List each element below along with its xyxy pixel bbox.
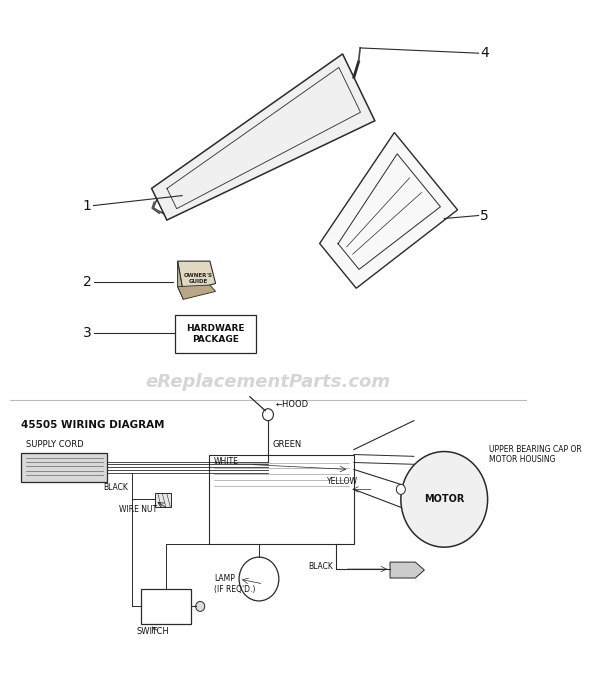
Text: 1: 1 — [83, 198, 92, 213]
Text: 2: 2 — [83, 276, 92, 289]
Text: WIRE NUT: WIRE NUT — [119, 505, 157, 514]
Bar — [155, 493, 171, 507]
Text: WHITE: WHITE — [214, 458, 238, 466]
Circle shape — [401, 451, 487, 547]
Text: ←HOOD: ←HOOD — [275, 400, 309, 409]
Bar — [175, 315, 256, 353]
Circle shape — [263, 409, 273, 421]
Text: YELLOW: YELLOW — [327, 477, 358, 486]
Circle shape — [239, 557, 279, 601]
Polygon shape — [320, 132, 458, 288]
Text: LAMP
(IF REQ'D.): LAMP (IF REQ'D.) — [214, 574, 255, 594]
Circle shape — [396, 484, 405, 494]
Text: SWITCH: SWITCH — [137, 627, 170, 636]
Polygon shape — [178, 261, 215, 293]
Text: SUPPLY CORD: SUPPLY CORD — [27, 440, 84, 449]
Text: GREEN: GREEN — [273, 440, 301, 449]
Text: 4: 4 — [480, 46, 489, 60]
Circle shape — [266, 458, 271, 464]
Text: MOTOR: MOTOR — [424, 494, 464, 505]
Bar — [21, 453, 107, 482]
Polygon shape — [390, 562, 424, 578]
Circle shape — [196, 602, 205, 611]
Text: BLACK: BLACK — [309, 561, 333, 571]
Text: BLACK: BLACK — [103, 483, 128, 492]
Text: 45505 WIRING DIAGRAM: 45505 WIRING DIAGRAM — [21, 419, 165, 430]
Polygon shape — [152, 54, 375, 220]
Bar — [142, 589, 191, 624]
Polygon shape — [178, 261, 183, 299]
Text: HARDWARE
PACKAGE: HARDWARE PACKAGE — [186, 325, 245, 344]
Text: OWNER'S
GUIDE: OWNER'S GUIDE — [184, 273, 213, 284]
Polygon shape — [178, 285, 215, 299]
Text: UPPER BEARING CAP OR
MOTOR HOUSING: UPPER BEARING CAP OR MOTOR HOUSING — [490, 445, 582, 464]
Text: 5: 5 — [480, 209, 489, 222]
Text: 3: 3 — [83, 326, 92, 340]
Text: eReplacementParts.com: eReplacementParts.com — [146, 373, 391, 391]
Bar — [209, 454, 354, 544]
